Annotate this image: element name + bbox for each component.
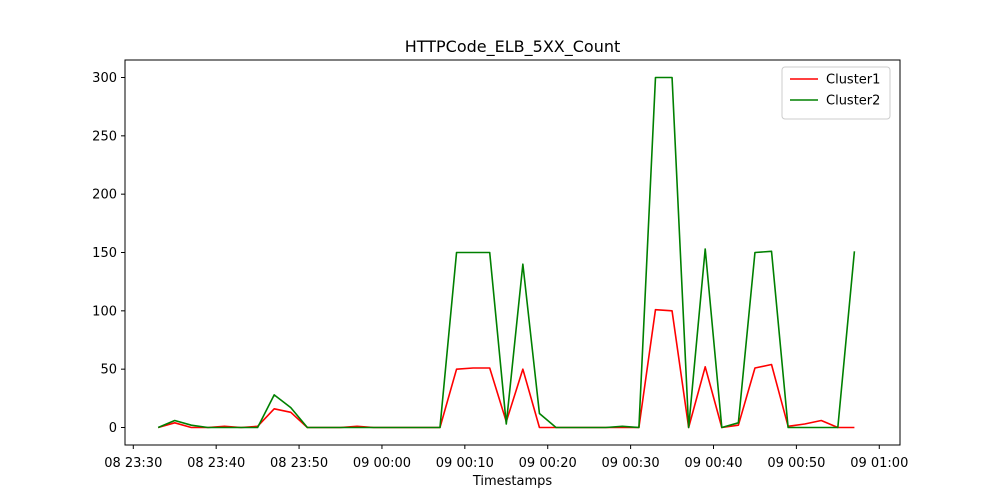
- x-tick-label: 09 00:00: [353, 456, 411, 471]
- y-axis-ticks: 0 50 100 150 200 250 300: [92, 71, 125, 436]
- y-tick-label: 0: [109, 421, 117, 436]
- x-tick-label: 08 23:50: [270, 456, 328, 471]
- x-tick-label: 08 23:40: [187, 456, 245, 471]
- y-tick-label: 150: [92, 246, 117, 261]
- x-tick-label: 09 00:30: [602, 456, 660, 471]
- x-tick-label: 09 00:40: [684, 456, 742, 471]
- series-layer: [157, 76, 856, 429]
- x-tick-label: 09 01:00: [850, 456, 908, 471]
- legend: Cluster1 Cluster2: [781, 66, 891, 120]
- y-tick-label: 100: [92, 304, 117, 319]
- y-tick-label: 250: [92, 129, 117, 144]
- legend-label-cluster1: Cluster1: [826, 73, 880, 88]
- x-tick-label: 09 00:20: [519, 456, 577, 471]
- series-line-cluster1: [157, 308, 855, 429]
- x-axis-label: Timestamps: [472, 474, 553, 489]
- x-tick-label: 08 23:30: [104, 456, 162, 471]
- y-tick-label: 200: [92, 188, 117, 203]
- chart-title: HTTPCode_ELB_5XX_Count: [405, 37, 621, 57]
- x-axis-ticks: 08 23:30 08 23:40 08 23:50 09 00:00 09 00:10…: [104, 445, 908, 471]
- y-tick-label: 300: [92, 71, 117, 86]
- x-tick-label: 09 00:50: [767, 456, 825, 471]
- y-tick-label: 50: [100, 363, 117, 378]
- legend-label-cluster2: Cluster2: [826, 94, 880, 109]
- legend-box: [781, 66, 891, 120]
- x-tick-label: 09 00:10: [436, 456, 494, 471]
- series-line-cluster2: [157, 76, 856, 429]
- plot-frame: [124, 59, 901, 446]
